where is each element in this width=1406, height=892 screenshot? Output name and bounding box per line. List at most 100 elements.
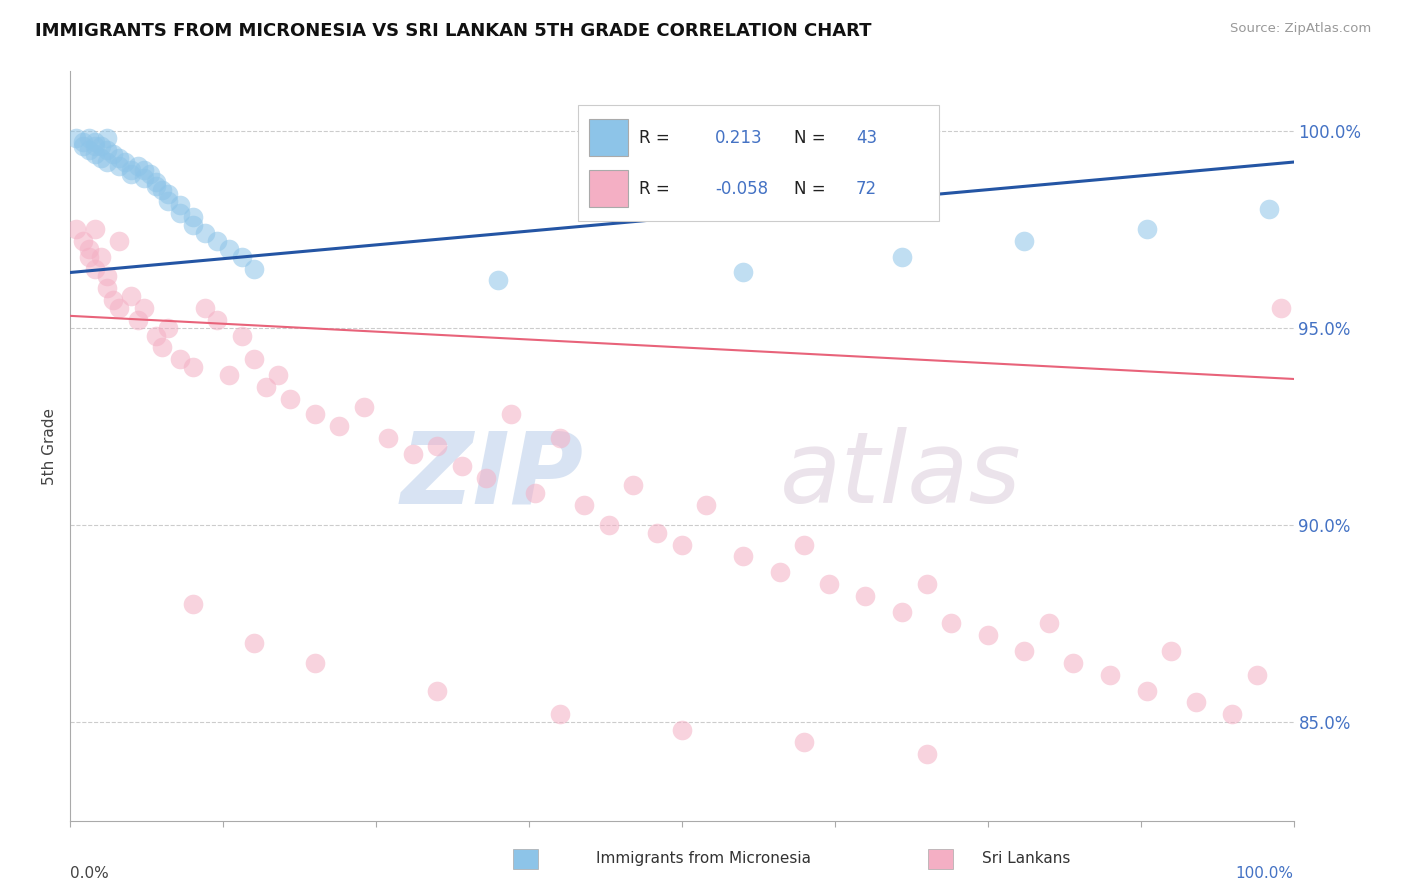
Point bbox=[426, 439, 449, 453]
Point bbox=[328, 419, 350, 434]
Point bbox=[65, 222, 87, 236]
Point bbox=[145, 175, 167, 189]
Point bbox=[647, 525, 669, 540]
Text: 100.0%: 100.0% bbox=[1236, 865, 1294, 880]
Point bbox=[1220, 707, 1243, 722]
Point bbox=[90, 151, 112, 165]
Point bbox=[96, 269, 118, 284]
Point bbox=[231, 328, 253, 343]
Point bbox=[194, 226, 217, 240]
Point bbox=[976, 628, 998, 642]
Point bbox=[108, 234, 131, 248]
Point bbox=[101, 293, 124, 307]
Point bbox=[90, 139, 112, 153]
Point bbox=[915, 577, 938, 591]
Point bbox=[127, 159, 149, 173]
Point bbox=[267, 368, 290, 382]
Point bbox=[77, 131, 100, 145]
Point bbox=[121, 289, 143, 303]
Text: IMMIGRANTS FROM MICRONESIA VS SRI LANKAN 5TH GRADE CORRELATION CHART: IMMIGRANTS FROM MICRONESIA VS SRI LANKAN… bbox=[35, 22, 872, 40]
Point bbox=[1136, 683, 1159, 698]
Text: 0.0%: 0.0% bbox=[70, 865, 110, 880]
Point bbox=[83, 139, 105, 153]
Point bbox=[280, 392, 302, 406]
Point bbox=[548, 707, 571, 722]
Point bbox=[1062, 656, 1084, 670]
Point bbox=[83, 261, 105, 276]
Point bbox=[145, 328, 167, 343]
Point bbox=[1258, 202, 1281, 217]
Point bbox=[169, 352, 191, 367]
Point bbox=[695, 498, 717, 512]
Point bbox=[499, 408, 522, 422]
Point bbox=[114, 155, 136, 169]
Point bbox=[304, 408, 326, 422]
Text: Sri Lankans: Sri Lankans bbox=[983, 851, 1070, 865]
Point bbox=[72, 234, 94, 248]
Point bbox=[671, 538, 693, 552]
Point bbox=[304, 656, 326, 670]
Point bbox=[101, 147, 124, 161]
Text: Immigrants from Micronesia: Immigrants from Micronesia bbox=[596, 851, 810, 865]
Point bbox=[1014, 234, 1036, 248]
Point bbox=[72, 136, 94, 150]
Point bbox=[891, 250, 914, 264]
Point bbox=[108, 151, 131, 165]
Point bbox=[108, 301, 131, 315]
Point bbox=[402, 447, 425, 461]
Point bbox=[150, 340, 173, 354]
Point bbox=[353, 400, 375, 414]
Point bbox=[243, 352, 266, 367]
Point bbox=[96, 155, 118, 169]
Point bbox=[157, 320, 180, 334]
Point bbox=[475, 470, 498, 484]
Point bbox=[181, 360, 204, 375]
Point bbox=[1136, 222, 1159, 236]
Point bbox=[127, 313, 149, 327]
Point bbox=[205, 234, 228, 248]
Point bbox=[254, 380, 277, 394]
Point bbox=[377, 431, 399, 445]
Point bbox=[891, 605, 914, 619]
Point bbox=[231, 250, 253, 264]
Point bbox=[621, 478, 644, 492]
Point bbox=[150, 183, 173, 197]
Y-axis label: 5th Grade: 5th Grade bbox=[42, 408, 58, 484]
Point bbox=[181, 211, 204, 225]
Point bbox=[77, 242, 100, 256]
Point bbox=[733, 549, 755, 564]
Point bbox=[671, 723, 693, 737]
Point bbox=[243, 261, 266, 276]
Point bbox=[169, 206, 191, 220]
Point bbox=[548, 431, 571, 445]
Point bbox=[572, 498, 595, 512]
Point bbox=[96, 131, 118, 145]
Point bbox=[72, 139, 94, 153]
Point bbox=[426, 683, 449, 698]
Point bbox=[132, 163, 155, 178]
Point bbox=[939, 616, 962, 631]
Point bbox=[65, 131, 87, 145]
Point bbox=[733, 265, 755, 279]
Point bbox=[157, 194, 180, 209]
Point bbox=[145, 178, 167, 193]
Point bbox=[450, 458, 472, 473]
Point bbox=[524, 486, 547, 500]
Point bbox=[194, 301, 217, 315]
Point bbox=[77, 250, 100, 264]
Point bbox=[218, 242, 240, 256]
Point bbox=[83, 222, 105, 236]
Point bbox=[132, 170, 155, 185]
Point bbox=[488, 273, 510, 287]
Text: Source: ZipAtlas.com: Source: ZipAtlas.com bbox=[1230, 22, 1371, 36]
Point bbox=[132, 301, 155, 315]
Point bbox=[205, 313, 228, 327]
Point bbox=[77, 143, 100, 157]
Point bbox=[96, 281, 118, 295]
Point bbox=[855, 589, 877, 603]
Point bbox=[139, 167, 162, 181]
Point bbox=[181, 218, 204, 232]
Point bbox=[1246, 667, 1268, 681]
Point bbox=[817, 577, 839, 591]
Point bbox=[1099, 667, 1122, 681]
